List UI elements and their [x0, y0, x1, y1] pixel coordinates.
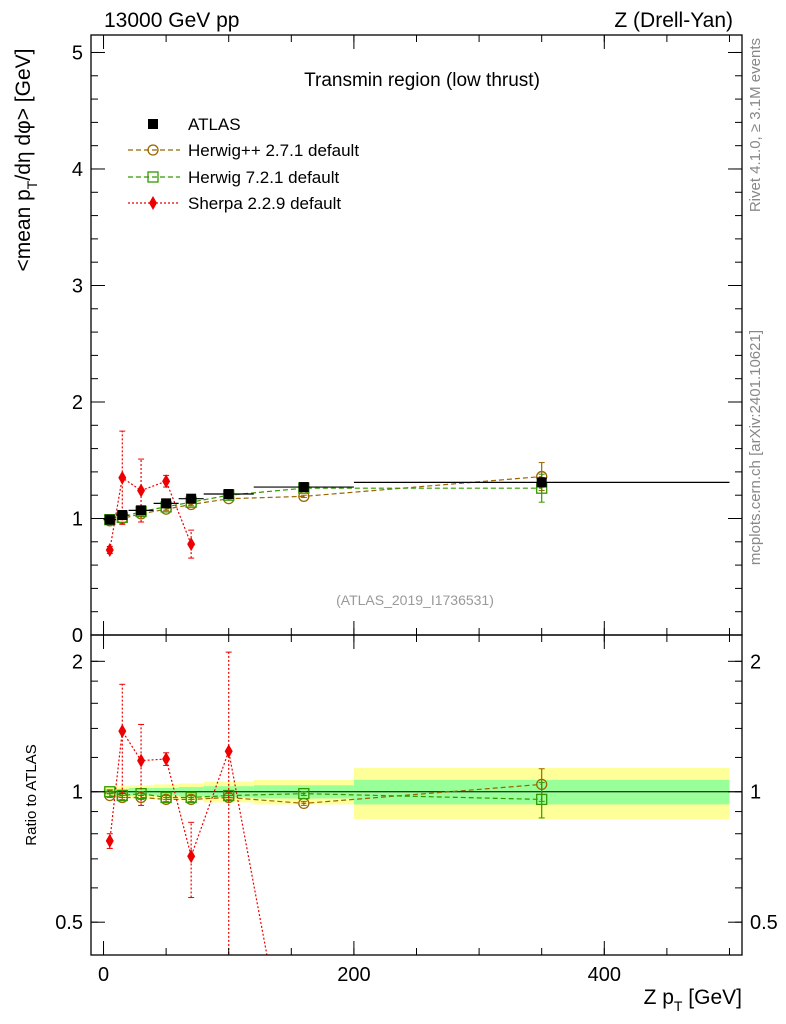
ratio-point-sherpa-2-2-9-default [105, 833, 114, 848]
ratio-line-herwig-7-2-1-default [109, 791, 542, 801]
x-axis-label: Z pT [GeV] [644, 986, 742, 1014]
ratio-ytick-label-left: 2 [72, 651, 83, 673]
main-point-atlas [223, 489, 234, 500]
ratio-point-herwig-7-2-1-default [536, 793, 548, 806]
main-point-atlas [136, 505, 147, 516]
legend-marker-herwig-2-7-1-default [147, 144, 159, 156]
main-panel: 0 1 2 3 4 5 Transmin region (low thrust) (ATL… [12, 34, 743, 647]
ratio-xtick-label: 0 [98, 964, 109, 986]
main-ytick-label: 0 [72, 625, 83, 647]
header-energy: 13000 GeV pp [104, 9, 239, 32]
header-process: Z (Drell-Yan) [614, 9, 733, 32]
main-ytick-label: 5 [72, 42, 83, 64]
legend-marker-herwig-7-2-1-default [147, 171, 159, 183]
ratio-ytick-label-left: 0.5 [55, 912, 83, 934]
main-point-sherpa-2-2-9-default [137, 483, 146, 498]
main-point-atlas [536, 477, 547, 488]
ratio-point-herwig-7-2-1-default [160, 791, 172, 804]
mcplots-label: mcplots.cern.ch [arXiv:2401.10621] [747, 330, 764, 565]
ratio-point-sherpa-2-2-9-default [118, 724, 127, 739]
ratio-ytick-label-right: 1 [750, 782, 761, 804]
ratio-point-herwig-7-2-1-default [185, 791, 197, 804]
legend-label-herwig-7-2-1-default: Herwig 7.2.1 default [188, 168, 339, 187]
ratio-ytick-label-right: 0.5 [750, 912, 778, 934]
main-y-axis-label: <mean pT/dη dφ> [GeV] [12, 49, 40, 272]
legend-label-herwig-2-7-1-default: Herwig++ 2.7.1 default [188, 141, 359, 160]
rivet-version-label: Rivet 4.1.0, ≥ 3.1M events [747, 38, 764, 212]
main-point-sherpa-2-2-9-default [118, 470, 127, 485]
main-point-sherpa-2-2-9-default [105, 542, 114, 557]
main-point-atlas [117, 510, 128, 520]
ratio-point-sherpa-2-2-9-default [162, 752, 171, 767]
ratio-y-axis-label: Ratio to ATLAS [23, 744, 40, 845]
ratio-series-sherpa-2-2-9-default [105, 651, 283, 1024]
main-point-atlas [298, 482, 309, 493]
main-point-sherpa-2-2-9-default [162, 474, 171, 489]
ratio-point-sherpa-2-2-9-default [187, 849, 196, 864]
main-point-atlas [104, 514, 115, 525]
ratio-xtick-label: 400 [588, 964, 621, 986]
x-label-sub: T [674, 998, 683, 1014]
ratio-point-sherpa-2-2-9-default [137, 753, 146, 768]
ratio-xtick-label: 200 [337, 964, 370, 986]
ratio-line-sherpa-2-2-9-default [109, 729, 268, 955]
main-y-label-pre: <mean p [12, 189, 35, 271]
legend-label-atlas: ATLAS [188, 115, 241, 134]
main-y-label-post: /dη dφ> [GeV] [12, 49, 35, 181]
main-ytick-label: 2 [72, 392, 83, 414]
x-label-post: [GeV] [682, 986, 742, 1009]
main-point-sherpa-2-2-9-default [187, 537, 196, 552]
main-point-atlas [186, 493, 197, 504]
ratio-point-herwig-7-2-1-default [298, 787, 310, 800]
ratio-point-sherpa-2-2-9-default [275, 1011, 283, 1024]
main-y-label-sub: T [24, 180, 40, 189]
main-ytick-label: 4 [72, 159, 83, 181]
main-line-herwig-2-7-1-default [109, 475, 542, 522]
main-title: Transmin region (low thrust) [304, 70, 540, 91]
ratio-ytick-label-right: 2 [750, 651, 761, 673]
ratio-point-sherpa-2-2-9-default [224, 744, 233, 759]
legend: ATLAS Herwig++ 2.7.1 default Herwig 7.2.1 … [128, 115, 359, 213]
watermark: (ATLAS_2019_I1736531) [336, 592, 494, 608]
main-series-sherpa-2-2-9-default [105, 430, 196, 559]
x-label-pre: Z p [644, 986, 674, 1009]
ratio-point-herwig-7-2-1-default [116, 789, 128, 802]
main-ytick-label: 1 [72, 508, 83, 530]
main-point-atlas [161, 498, 172, 509]
ratio-ytick-label-left: 1 [72, 782, 83, 804]
ratio-panel: 0.5 0.5 1 1 2 2 0 200 400 Ratio to ATLAS Z pT [G… [23, 634, 778, 1024]
legend-label-sherpa-2-2-9-default: Sherpa 2.2.9 default [188, 194, 341, 213]
main-ytick-label: 3 [72, 275, 83, 297]
legend-marker-sherpa-2-2-9-default [149, 196, 157, 210]
main-series-atlas [103, 477, 730, 525]
legend-marker-atlas [148, 119, 158, 129]
